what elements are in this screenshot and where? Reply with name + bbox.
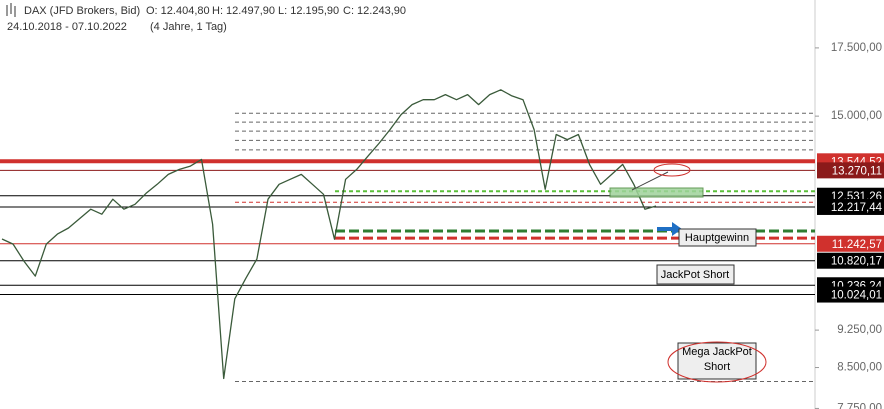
chart-icon bbox=[6, 3, 16, 17]
ohlc-close: C: 12.243,90 bbox=[343, 5, 406, 17]
price-line bbox=[1, 89, 657, 380]
y-tick-label: 9.250,00 bbox=[837, 324, 882, 336]
level-label: 12.217,44 bbox=[831, 202, 883, 214]
annotation: Mega JackPot Short bbox=[682, 346, 752, 373]
annotation: Hauptgewinn bbox=[685, 232, 749, 244]
circle-marker bbox=[653, 163, 691, 177]
y-tick-label: 8.500,00 bbox=[837, 362, 882, 374]
y-tick-label: 17.500,00 bbox=[831, 42, 882, 54]
level-label-box bbox=[817, 162, 884, 179]
annotation-wrap: Mega JackPot Short bbox=[682, 346, 752, 373]
level-label-box bbox=[817, 235, 884, 252]
annotation-box bbox=[677, 342, 757, 380]
level-label: 10.024,01 bbox=[831, 290, 882, 302]
level-label-box bbox=[817, 198, 884, 215]
ohlc-high: H: 12.497,90 bbox=[212, 5, 275, 17]
annotation: JackPot Short bbox=[661, 269, 729, 281]
annotation-box bbox=[656, 264, 735, 285]
ohlc-open: O: 12.404,80 bbox=[146, 5, 210, 17]
y-tick-label: 7.750,00 bbox=[837, 402, 882, 409]
annotation-box bbox=[678, 228, 757, 247]
level-label: 11.242,57 bbox=[832, 239, 882, 251]
levels bbox=[0, 112, 815, 382]
level-label: 13.270,11 bbox=[832, 165, 882, 177]
chart-title: DAX (JFD Brokers, Bid) bbox=[24, 5, 140, 17]
date-range: 24.10.2018 - 07.10.2022 bbox=[7, 21, 127, 33]
ohlc-low: L: 12.195,90 bbox=[278, 5, 339, 17]
period: (4 Jahre, 1 Tag) bbox=[150, 21, 227, 33]
level-label-box bbox=[817, 252, 884, 269]
y-axis: 17.500,00 15.000,00 9.250,00 8.500,00 7.750,… bbox=[815, 42, 884, 409]
level-label: 10.820,17 bbox=[831, 256, 882, 268]
y-tick-label: 15.000,00 bbox=[831, 110, 882, 122]
level-label-box bbox=[817, 286, 884, 303]
plot bbox=[1, 89, 657, 380]
arrow bbox=[657, 222, 682, 236]
circle-marker bbox=[667, 341, 767, 383]
zone bbox=[609, 187, 704, 198]
